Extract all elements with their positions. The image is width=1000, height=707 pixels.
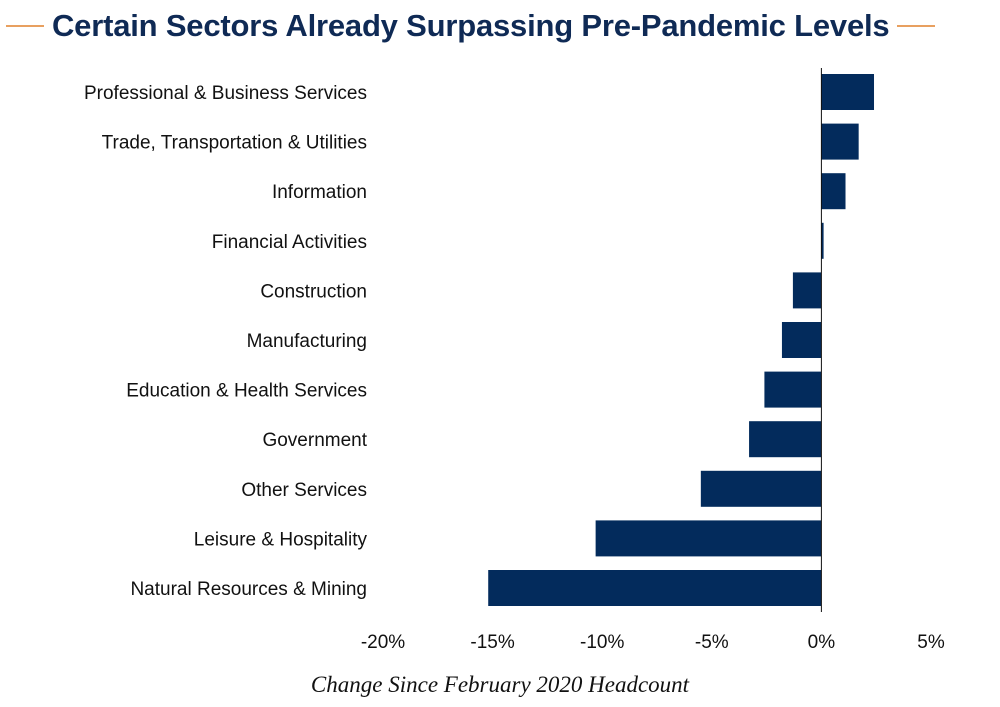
x-tick-label: 0% (808, 632, 836, 653)
bar-manufacturing (781, 322, 822, 358)
category-label: Construction (260, 281, 367, 302)
x-tick-label: -5% (695, 632, 729, 653)
chart-title: Certain Sectors Already Surpassing Pre-P… (52, 8, 890, 43)
x-tick-label: -20% (361, 632, 405, 653)
bar-leisure-hospitality (595, 520, 822, 557)
category-label: Information (272, 182, 367, 203)
bar-trade-transportation-utilities (821, 123, 859, 160)
category-label: Professional & Business Services (84, 83, 367, 104)
category-label: Other Services (241, 480, 367, 501)
x-tick-label: -15% (470, 632, 514, 653)
x-tick-label: 5% (917, 632, 945, 653)
category-label: Natural Resources & Mining (130, 579, 367, 600)
bar-construction (792, 272, 822, 309)
x-axis-title: Change Since February 2020 Headcount (310, 672, 690, 697)
bar-professional-business-services (821, 74, 875, 110)
title-rule-left (6, 25, 44, 27)
bar-natural-resources-mining (488, 570, 822, 606)
title-row: Certain Sectors Already Surpassing Pre-P… (0, 0, 1000, 52)
bar-other-services (700, 470, 822, 507)
title-rule-right (897, 25, 936, 27)
bar-financial-activities (821, 222, 824, 259)
category-label: Leisure & Hospitality (194, 529, 368, 550)
category-label: Education & Health Services (126, 381, 367, 402)
bar-information (821, 173, 846, 210)
category-label: Trade, Transportation & Utilities (102, 133, 367, 154)
bar-government (749, 421, 822, 458)
x-tick-label: -10% (580, 632, 624, 653)
bar-education-health-services (764, 371, 822, 408)
category-label: Financial Activities (212, 232, 367, 253)
category-label: Government (262, 430, 367, 451)
category-label: Manufacturing (247, 331, 367, 352)
